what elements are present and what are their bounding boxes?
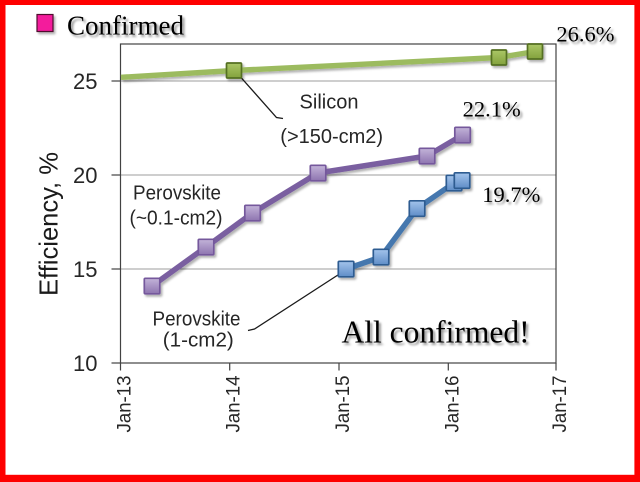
svg-text:All confirmed!: All confirmed! [342,315,530,350]
svg-text:26.6%: 26.6% [556,22,614,47]
svg-text:22.1%: 22.1% [463,97,521,122]
svg-text:Efficiency, %: Efficiency, % [34,152,64,296]
svg-text:Confirmed: Confirmed [67,10,184,40]
svg-text:Perovskite: Perovskite [133,183,221,205]
svg-text:25: 25 [73,69,97,94]
svg-text:Jan-14: Jan-14 [223,375,245,432]
svg-text:Perovskite: Perovskite [153,309,241,331]
svg-text:(>150-cm2): (>150-cm2) [280,126,383,148]
svg-text:15: 15 [73,257,97,282]
svg-text:Jan-17: Jan-17 [549,376,571,433]
svg-text:Jan-16: Jan-16 [441,376,463,433]
svg-text:Silicon: Silicon [300,91,359,113]
svg-text:Jan-15: Jan-15 [332,375,354,432]
svg-text:10: 10 [73,351,97,376]
svg-text:(1-cm2): (1-cm2) [163,329,234,351]
svg-text:Jan-13: Jan-13 [114,376,136,433]
svg-text:(~0.1-cm2): (~0.1-cm2) [130,208,223,230]
svg-text:19.7%: 19.7% [482,182,540,207]
svg-text:20: 20 [73,163,97,188]
